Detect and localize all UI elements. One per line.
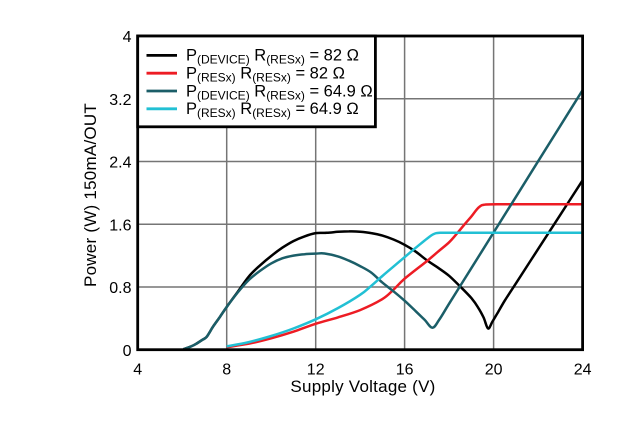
svg-text:16: 16 [396,362,414,379]
svg-text:24: 24 [574,362,592,379]
svg-text:4: 4 [123,29,132,46]
svg-text:4: 4 [133,362,142,379]
svg-text:0.8: 0.8 [109,280,131,297]
svg-text:20: 20 [485,362,503,379]
svg-text:3.2: 3.2 [109,92,131,109]
svg-text:1.6: 1.6 [109,217,131,234]
svg-text:8: 8 [222,362,231,379]
svg-text:12: 12 [307,362,325,379]
svg-text:Power (W) 150mA/OUT: Power (W) 150mA/OUT [81,103,100,287]
svg-text:2.4: 2.4 [109,155,131,172]
svg-text:0: 0 [123,343,132,360]
svg-text:Supply Voltage (V): Supply Voltage (V) [290,377,435,396]
